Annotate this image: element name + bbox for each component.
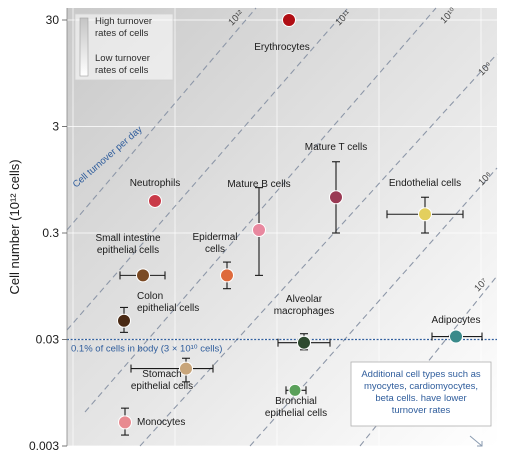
note-line-3: turnover rates bbox=[392, 405, 451, 416]
legend-high-line1: High turnover bbox=[95, 16, 152, 27]
iso-line-5 bbox=[359, 275, 498, 447]
epidermal-cells-label-1: cells bbox=[205, 244, 225, 255]
endothelial-cells-marker bbox=[418, 207, 432, 222]
point-adipocytes: Adipocytes bbox=[431, 315, 483, 344]
adipocytes-label-0: Adipocytes bbox=[432, 315, 481, 326]
adipocytes-marker bbox=[449, 329, 463, 344]
iso-line-2 bbox=[84, 7, 437, 413]
bronchial-epithelial-cells-label-1: epithelial cells bbox=[265, 408, 327, 419]
note-line-1: myocytes, cardiomyocytes, bbox=[364, 381, 478, 392]
legend-low-line1: Low turnover bbox=[95, 53, 150, 64]
y-axis-ticks: 30 3 0.3 0.03 0.003 bbox=[29, 13, 67, 453]
iso-line-3 bbox=[139, 53, 498, 447]
note-line-2: beta cells. have lower bbox=[375, 393, 466, 404]
note-corner-mark bbox=[469, 435, 483, 447]
point-neutrophils: Neutrophils bbox=[130, 178, 181, 208]
epidermal-cells-label-0: Epidermal bbox=[192, 232, 237, 243]
iso-line-1 bbox=[66, 7, 349, 331]
reference-line-label: 0.1% of cells in body (3 × 10¹⁰ cells) bbox=[71, 344, 222, 355]
colon-epithelial-cells-label-1: epithelial cells bbox=[137, 303, 199, 314]
small-intestine-epithelial-cells-marker bbox=[136, 268, 150, 283]
note-box: Additional cell types such as myocytes, c… bbox=[350, 361, 492, 447]
y-tick-label-2: 0.3 bbox=[42, 226, 59, 240]
mature-t-cells-label-0: Mature T cells bbox=[305, 142, 367, 153]
note-text: Additional cell types such as myocytes, c… bbox=[361, 369, 481, 416]
erythrocytes-marker bbox=[282, 13, 296, 27]
legend-low-line2: rates of cells bbox=[95, 65, 149, 76]
stomach-epithelial-cells-label-0: Stomach bbox=[142, 369, 181, 380]
y-tick-label-1: 3 bbox=[52, 120, 59, 134]
y-tick-label-4: 0.003 bbox=[29, 439, 59, 453]
y-tick-label-0: 30 bbox=[46, 13, 60, 27]
monocytes-label-0: Monocytes bbox=[137, 417, 185, 428]
stomach-epithelial-cells-marker bbox=[179, 361, 193, 376]
colon-epithelial-cells-marker bbox=[117, 313, 131, 328]
data-points: Erythrocytes Neutrophils Mature B cells Mat… bbox=[95, 13, 483, 436]
iso-line-0 bbox=[66, 7, 257, 231]
note-line-0: Additional cell types such as bbox=[361, 369, 481, 380]
erythrocytes-label-0: Erythrocytes bbox=[254, 42, 310, 53]
legend: High turnover rates of cells Low turnove… bbox=[74, 13, 174, 81]
iso-line-4 bbox=[249, 167, 498, 447]
y-axis-label: Cell number (10¹² cells) bbox=[7, 159, 22, 294]
stomach-epithelial-cells-label-1: epithelial cells bbox=[131, 381, 193, 392]
note-box-frame bbox=[350, 361, 492, 427]
bronchial-epithelial-cells-label-0: Bronchial bbox=[275, 396, 317, 407]
y-tick-label-3: 0.03 bbox=[36, 333, 60, 347]
neutrophils-marker bbox=[148, 193, 162, 208]
legend-gradient-bar bbox=[79, 17, 89, 77]
alveolar-macrophages-label-0: Alveolar bbox=[286, 294, 323, 305]
mature-t-cells-marker bbox=[329, 190, 343, 205]
legend-high-line2: rates of cells bbox=[95, 28, 149, 39]
colon-epithelial-cells-label-0: Colon bbox=[137, 291, 163, 302]
endothelial-cells-label-0: Endothelial cells bbox=[389, 178, 461, 189]
point-mature-b-cells: Mature B cells bbox=[227, 179, 291, 276]
point-erythrocytes: Erythrocytes bbox=[254, 13, 310, 53]
point-endothelial-cells: Endothelial cells bbox=[386, 178, 464, 234]
monocytes-marker bbox=[118, 415, 132, 430]
bronchial-epithelial-cells-marker bbox=[288, 383, 302, 397]
small-intestine-epithelial-cells-label-0: Small intestine bbox=[95, 233, 160, 244]
mature-b-cells-marker bbox=[252, 223, 266, 238]
point-mature-t-cells: Mature T cells bbox=[305, 142, 367, 234]
neutrophils-label-0: Neutrophils bbox=[130, 178, 181, 189]
legend-box bbox=[74, 13, 174, 81]
small-intestine-epithelial-cells-label-1: epithelial cells bbox=[97, 245, 159, 256]
alveolar-macrophages-marker bbox=[297, 335, 311, 350]
alveolar-macrophages-label-1: macrophages bbox=[274, 306, 335, 317]
epidermal-cells-marker bbox=[220, 268, 234, 283]
mature-b-cells-label-0: Mature B cells bbox=[227, 179, 290, 190]
point-monocytes: Monocytes bbox=[118, 407, 185, 436]
